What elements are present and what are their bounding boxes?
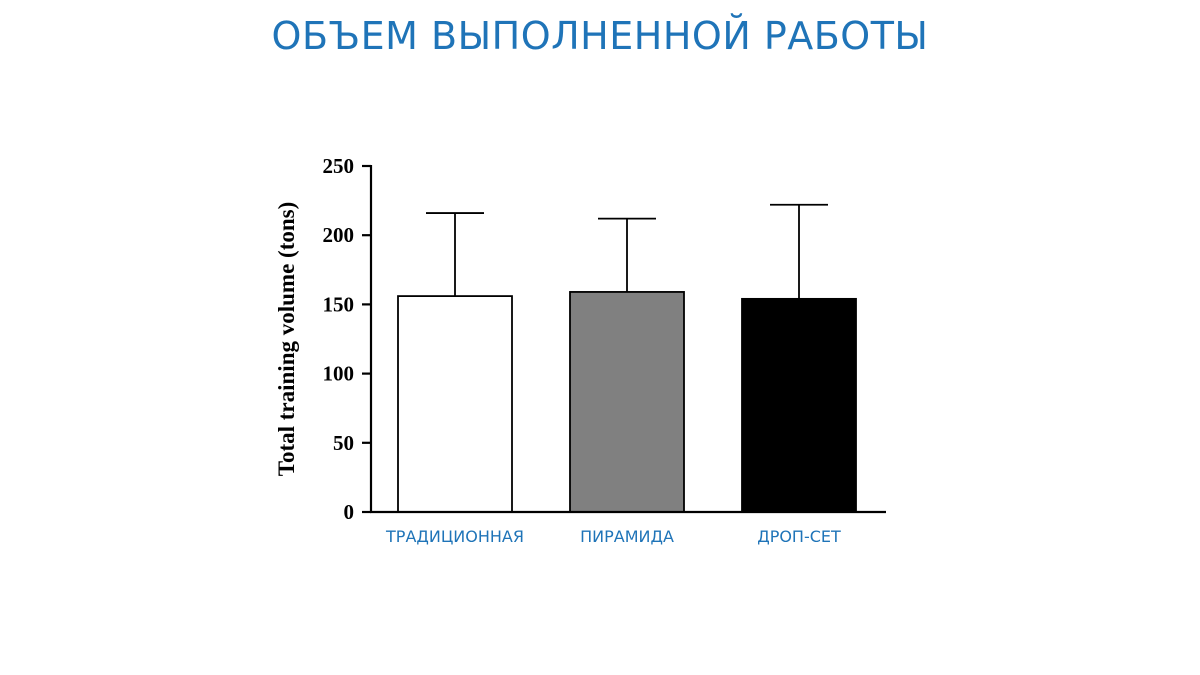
y-tick-label: 50	[333, 431, 354, 455]
bar-3	[741, 297, 857, 513]
y-tick-label: 100	[323, 362, 355, 386]
axes-group	[369, 165, 886, 514]
category-labels-group: ТРАДИЦИОННАЯ ПИРАМИДА ДРОП-СЕТ	[385, 527, 841, 546]
y-axis-title-group: Total training volume (tons)	[274, 202, 299, 477]
y-ticks-group: 0 50 100 150 200 250	[323, 154, 371, 524]
slide-title: ОБЪЕМ ВЫПОЛНЕННОЙ РАБОТЫ	[271, 14, 929, 58]
y-tick-label: 150	[323, 292, 355, 316]
y-tick-label: 250	[323, 154, 355, 178]
bar-1	[397, 295, 513, 513]
y-axis-title: Total training volume (tons)	[274, 202, 299, 477]
category-label-3: ДРОП-СЕТ	[757, 527, 841, 546]
y-tick-label: 0	[344, 500, 355, 524]
y-tick-label: 200	[323, 223, 355, 247]
category-label-1: ТРАДИЦИОННАЯ	[385, 527, 524, 546]
category-label-2: ПИРАМИДА	[580, 527, 674, 546]
bars-group	[397, 291, 857, 513]
bar-2	[569, 291, 685, 513]
error-bars-group	[426, 203, 828, 299]
